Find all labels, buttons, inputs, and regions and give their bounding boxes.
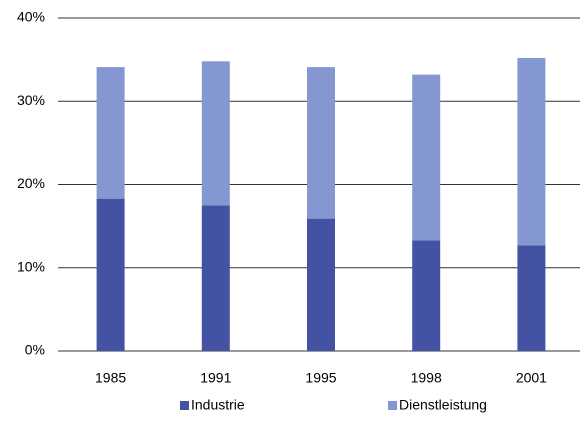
bar-segment [412, 74, 441, 241]
legend-swatch [180, 401, 189, 410]
x-tick-label: 2001 [516, 370, 547, 386]
bar-segment [201, 61, 230, 206]
bar-segment [307, 218, 335, 351]
x-tick-label: 1991 [200, 370, 231, 386]
bar-segment [412, 240, 441, 351]
x-tick-label: 1995 [305, 370, 336, 386]
y-tick-label: 30% [17, 92, 45, 108]
legend-label: Industrie [191, 397, 245, 413]
bar-segment [96, 198, 125, 351]
bar-segment [96, 67, 125, 199]
y-tick-label: 10% [17, 258, 45, 274]
legend-swatch [388, 401, 397, 410]
x-tick-label: 1998 [411, 370, 442, 386]
y-tick-label: 20% [17, 175, 45, 191]
y-tick-label: 0% [25, 342, 45, 358]
legend-label: Dienstleistung [399, 397, 487, 413]
bar-segment [517, 245, 546, 351]
y-tick-label: 40% [17, 9, 45, 25]
x-tick-label: 1985 [95, 370, 126, 386]
bar-segment [307, 67, 335, 219]
bar-segment [201, 205, 230, 351]
bar-segment [517, 57, 546, 246]
